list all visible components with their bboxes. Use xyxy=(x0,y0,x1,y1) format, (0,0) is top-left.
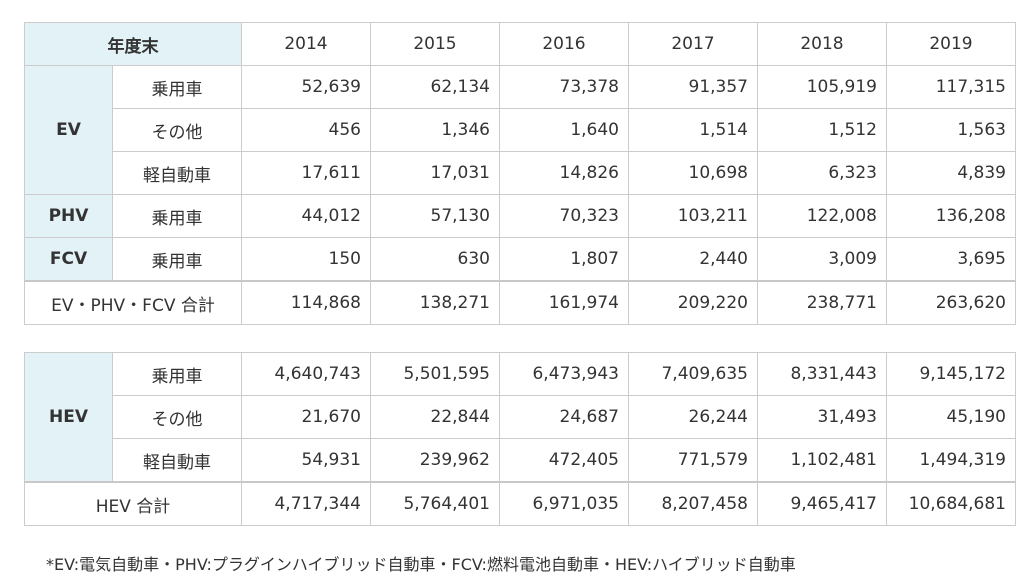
table-cell: 73,378 xyxy=(499,65,629,109)
table-row: HEV 乗用車 4,640,743 5,501,595 6,473,943 7,… xyxy=(24,352,1016,483)
table-cell: 136,208 xyxy=(886,194,1016,238)
table-cell: 31,493 xyxy=(757,395,887,439)
table-cell: 105,919 xyxy=(757,65,887,109)
ev-group-label: EV xyxy=(24,65,113,195)
table-cell: 17,611 xyxy=(241,151,371,195)
table-cell: 10,698 xyxy=(628,151,758,195)
table-cell: 630 xyxy=(370,237,500,282)
table-cell: 4,717,344 xyxy=(241,481,371,526)
table-row: 軽自動車 17,611 17,031 14,826 10,698 6,323 4… xyxy=(25,151,1016,195)
table-cell: 8,331,443 xyxy=(757,352,887,396)
table-cell: 7,409,635 xyxy=(628,352,758,396)
table-cell: 238,771 xyxy=(757,280,887,325)
year-header: 2017 xyxy=(628,22,758,66)
year-header: 2014 xyxy=(241,22,371,66)
total-row-label: HEV 合計 xyxy=(24,481,242,526)
table-cell: 161,974 xyxy=(499,280,629,325)
table-cell: 9,465,417 xyxy=(757,481,887,526)
table-cell: 117,315 xyxy=(886,65,1016,109)
table-cell: 62,134 xyxy=(370,65,500,109)
table-cell: 4,640,743 xyxy=(241,352,371,396)
footnote: *EV:電気自動車・PHV:プラグインハイブリッド自動車・FCV:燃料電池自動車… xyxy=(46,555,796,574)
table-cell: 122,008 xyxy=(757,194,887,238)
table-cell: 52,639 xyxy=(241,65,371,109)
year-header: 2018 xyxy=(757,22,887,66)
table-cell: 456 xyxy=(241,108,371,152)
table-cell: 6,971,035 xyxy=(499,481,629,526)
table-cell: 150 xyxy=(241,237,371,282)
table-cell: 239,962 xyxy=(370,438,500,483)
table-cell: 1,512 xyxy=(757,108,887,152)
row-label: 乗用車 xyxy=(112,352,242,396)
row-label: その他 xyxy=(112,395,242,439)
total-row: EV・PHV・FCV 合計 114,868 138,271 161,974 20… xyxy=(24,280,1016,325)
table-cell: 263,620 xyxy=(886,280,1016,325)
year-header: 2016 xyxy=(499,22,629,66)
table-cell: 8,207,458 xyxy=(628,481,758,526)
table-cell: 1,102,481 xyxy=(757,438,887,483)
row-label: 乗用車 xyxy=(112,194,242,238)
table-cell: 1,514 xyxy=(628,108,758,152)
table-row: PHV 乗用車 44,012 57,130 70,323 103,211 122… xyxy=(24,194,1016,238)
table-cell: 103,211 xyxy=(628,194,758,238)
table-cell: 44,012 xyxy=(241,194,371,238)
year-header: 2015 xyxy=(370,22,500,66)
table-row: その他 456 1,346 1,640 1,514 1,512 1,563 xyxy=(25,108,1016,152)
hev-table: HEV 乗用車 4,640,743 5,501,595 6,473,943 7,… xyxy=(24,352,1016,526)
hev-group-label: HEV xyxy=(24,352,113,483)
table-cell: 2,440 xyxy=(628,237,758,282)
table-cell: 5,764,401 xyxy=(370,481,500,526)
table-cell: 1,807 xyxy=(499,237,629,282)
table-cell: 138,271 xyxy=(370,280,500,325)
table-row: FCV 乗用車 150 630 1,807 2,440 3,009 3,695 xyxy=(24,237,1016,282)
table-cell: 14,826 xyxy=(499,151,629,195)
table-cell: 54,931 xyxy=(241,438,371,483)
table-cell: 70,323 xyxy=(499,194,629,238)
table-cell: 24,687 xyxy=(499,395,629,439)
table-cell: 17,031 xyxy=(370,151,500,195)
table-cell: 22,844 xyxy=(370,395,500,439)
table-cell: 21,670 xyxy=(241,395,371,439)
fcv-group-label: FCV xyxy=(24,237,113,282)
ev-phv-fcv-table: 年度末 2014 2015 2016 2017 2018 2019 EV 乗用車… xyxy=(24,22,1016,325)
table-cell: 3,009 xyxy=(757,237,887,282)
table-cell: 1,346 xyxy=(370,108,500,152)
row-label: その他 xyxy=(112,108,242,152)
total-row-label: EV・PHV・FCV 合計 xyxy=(24,280,242,325)
table-cell: 1,563 xyxy=(886,108,1016,152)
table-row: その他 21,670 22,844 24,687 26,244 31,493 4… xyxy=(25,395,1016,439)
table-cell: 472,405 xyxy=(499,438,629,483)
table-row: 軽自動車 54,931 239,962 472,405 771,579 1,10… xyxy=(25,438,1016,483)
table-cell: 45,190 xyxy=(886,395,1016,439)
table-cell: 57,130 xyxy=(370,194,500,238)
year-header: 2019 xyxy=(886,22,1016,66)
row-label: 乗用車 xyxy=(112,237,242,282)
table-cell: 5,501,595 xyxy=(370,352,500,396)
table-cell: 6,323 xyxy=(757,151,887,195)
phv-group-label: PHV xyxy=(24,194,113,238)
row-label: 軽自動車 xyxy=(112,151,242,195)
row-label: 乗用車 xyxy=(112,65,242,109)
table-cell: 1,640 xyxy=(499,108,629,152)
table-header-row: 年度末 2014 2015 2016 2017 2018 2019 xyxy=(24,22,1016,66)
table-cell: 209,220 xyxy=(628,280,758,325)
table-cell: 114,868 xyxy=(241,280,371,325)
table-cell: 26,244 xyxy=(628,395,758,439)
table-cell: 91,357 xyxy=(628,65,758,109)
table-cell: 9,145,172 xyxy=(886,352,1016,396)
total-row: HEV 合計 4,717,344 5,764,401 6,971,035 8,2… xyxy=(24,481,1016,526)
row-label: 軽自動車 xyxy=(112,438,242,483)
table-cell: 3,695 xyxy=(886,237,1016,282)
table-row: EV 乗用車 52,639 62,134 73,378 91,357 105,9… xyxy=(24,65,1016,195)
fiscal-year-end-header: 年度末 xyxy=(24,22,242,66)
table-cell: 771,579 xyxy=(628,438,758,483)
table-cell: 6,473,943 xyxy=(499,352,629,396)
table-cell: 1,494,319 xyxy=(886,438,1016,483)
table-cell: 4,839 xyxy=(886,151,1016,195)
table-cell: 10,684,681 xyxy=(886,481,1016,526)
